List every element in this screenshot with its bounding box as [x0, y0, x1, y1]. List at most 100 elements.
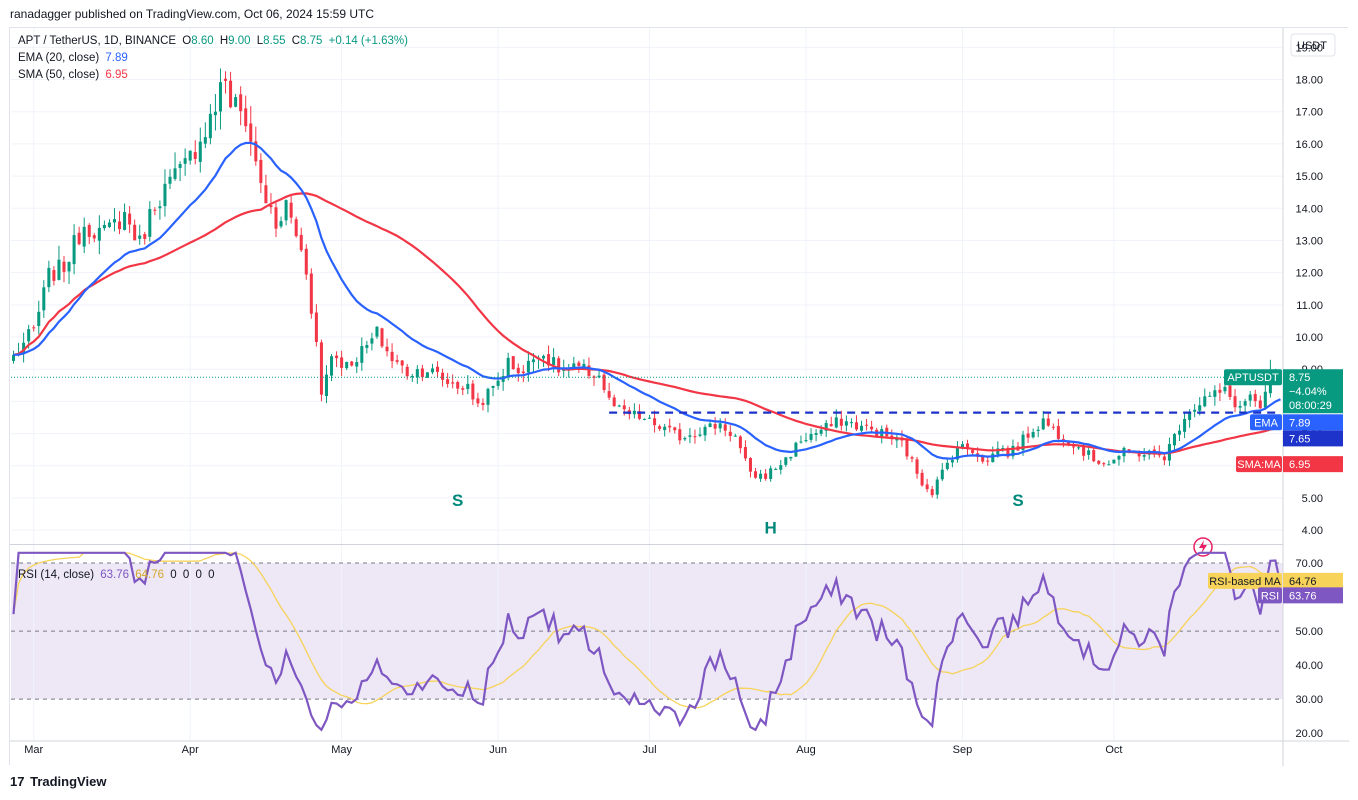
time-tick-label: Sep: [953, 744, 973, 756]
price-tick-label: 13.00: [1295, 235, 1323, 247]
candle-body: [1036, 429, 1040, 432]
candle-body: [748, 458, 752, 472]
candle-body: [324, 374, 328, 397]
candle-body: [1152, 449, 1156, 452]
candle-body: [996, 448, 1000, 455]
candle-body: [143, 234, 147, 239]
candle-body: [385, 346, 389, 352]
tradingview-logo-icon: 17: [10, 774, 25, 789]
candle-body: [355, 362, 359, 367]
candle-body: [804, 440, 808, 442]
candle-body: [1051, 426, 1055, 428]
candle-body: [274, 207, 278, 229]
candle-body: [960, 444, 964, 448]
candle-body: [1142, 455, 1146, 457]
ema-legend-value: 7.89: [105, 52, 128, 64]
candle-body: [986, 460, 990, 462]
candle-body: [466, 383, 470, 390]
ema-tag: [1250, 414, 1282, 431]
rsi-legend-value: 63.76: [100, 569, 130, 581]
candle-body: [183, 158, 187, 164]
chart-frame[interactable]: SHS4.005.006.007.008.009.0010.0011.0012.…: [9, 27, 1349, 766]
candle-body: [622, 405, 626, 410]
rsi-ma-value-text: 64.76: [1289, 576, 1317, 588]
candle-body: [173, 168, 177, 179]
level-tag: [1283, 430, 1343, 447]
candle-body: [718, 423, 722, 429]
chart-canvas[interactable]: SHS4.005.006.007.008.009.0010.0011.0012.…: [10, 28, 1349, 766]
candle-body: [925, 484, 929, 490]
symbol-legend[interactable]: APT / TetherUS, 1D, BINANCE O8.60 H9.00 …: [18, 35, 411, 47]
candle-body: [264, 185, 268, 204]
candle-body: [229, 80, 233, 108]
pattern-label: S: [452, 491, 463, 510]
candle-body: [799, 441, 803, 443]
candle-body: [1188, 412, 1192, 420]
candle-body: [436, 366, 440, 372]
candle-body: [1263, 391, 1267, 408]
candle-body: [592, 376, 596, 378]
price-tick-label: 5.00: [1302, 493, 1323, 505]
candle-body: [531, 359, 535, 363]
candle-body: [784, 457, 788, 465]
sma-legend[interactable]: SMA (50, close) 6.95: [18, 69, 131, 81]
ema-tag-text: EMA: [1254, 417, 1279, 429]
candle-body: [249, 123, 253, 142]
candle-body: [1031, 432, 1035, 438]
candle-body: [1006, 447, 1010, 457]
candle-body: [92, 235, 96, 239]
open-label: O: [182, 35, 192, 47]
rsi-legend-extra-3: 0: [195, 569, 202, 581]
candle-body: [547, 354, 551, 366]
candle-body: [981, 455, 985, 462]
candle-body: [163, 183, 167, 207]
candle-body: [1117, 455, 1121, 460]
ema-legend[interactable]: EMA (20, close) 7.89: [18, 52, 131, 64]
candle-body: [360, 346, 364, 363]
candle-body: [405, 366, 409, 377]
candle-body: [168, 176, 172, 184]
candle-body: [335, 355, 339, 359]
candle-body: [642, 418, 646, 420]
candle-body: [1162, 456, 1166, 461]
candle-body: [1001, 448, 1005, 450]
low-value: 8.55: [263, 35, 286, 47]
candle-body: [1213, 390, 1217, 397]
price-tick-label: 18.00: [1295, 75, 1323, 87]
candle-body: [491, 385, 495, 388]
candle-body: [713, 424, 717, 429]
rsi-tick-label: 30.00: [1295, 694, 1323, 706]
close-label: C: [291, 35, 301, 47]
candle-body: [1107, 464, 1111, 466]
candle-body: [637, 411, 641, 419]
candle-body: [87, 225, 91, 237]
tradingview-logo[interactable]: 17 TradingView: [10, 774, 106, 789]
candle-body: [1183, 418, 1187, 432]
grid: [11, 28, 1283, 740]
candle-body: [542, 355, 546, 359]
sma-legend-value: 6.95: [105, 69, 128, 81]
candle-body: [330, 356, 334, 376]
candle-body: [824, 422, 828, 431]
last-price-change: −4.04%: [1289, 386, 1327, 398]
candle-body: [415, 369, 419, 378]
candle-body: [1193, 409, 1197, 412]
candle-body: [910, 457, 914, 459]
rsi-legend[interactable]: RSI (14, close) 63.76 64.76 0 0 0 0: [18, 569, 217, 581]
lightning-alert-icon: [1193, 537, 1213, 557]
sma-value-tag: [1283, 456, 1343, 473]
candle-body: [27, 329, 31, 342]
price-tick-label: 10.00: [1295, 332, 1323, 344]
candle-body: [77, 232, 81, 245]
candle-body: [839, 418, 843, 426]
candle-body: [1198, 405, 1202, 411]
price-tick-label: 11.00: [1296, 300, 1323, 312]
rsi-legend-extra-1: 0: [170, 569, 177, 581]
close-value: 8.75: [300, 35, 323, 47]
rsi-legend-ma-value: 64.76: [135, 569, 165, 581]
candle-body: [789, 456, 793, 459]
candle-body: [1056, 426, 1060, 439]
level-tag-text: 7.65: [1289, 433, 1310, 445]
candle-body: [82, 226, 86, 247]
candle-body: [602, 374, 606, 390]
